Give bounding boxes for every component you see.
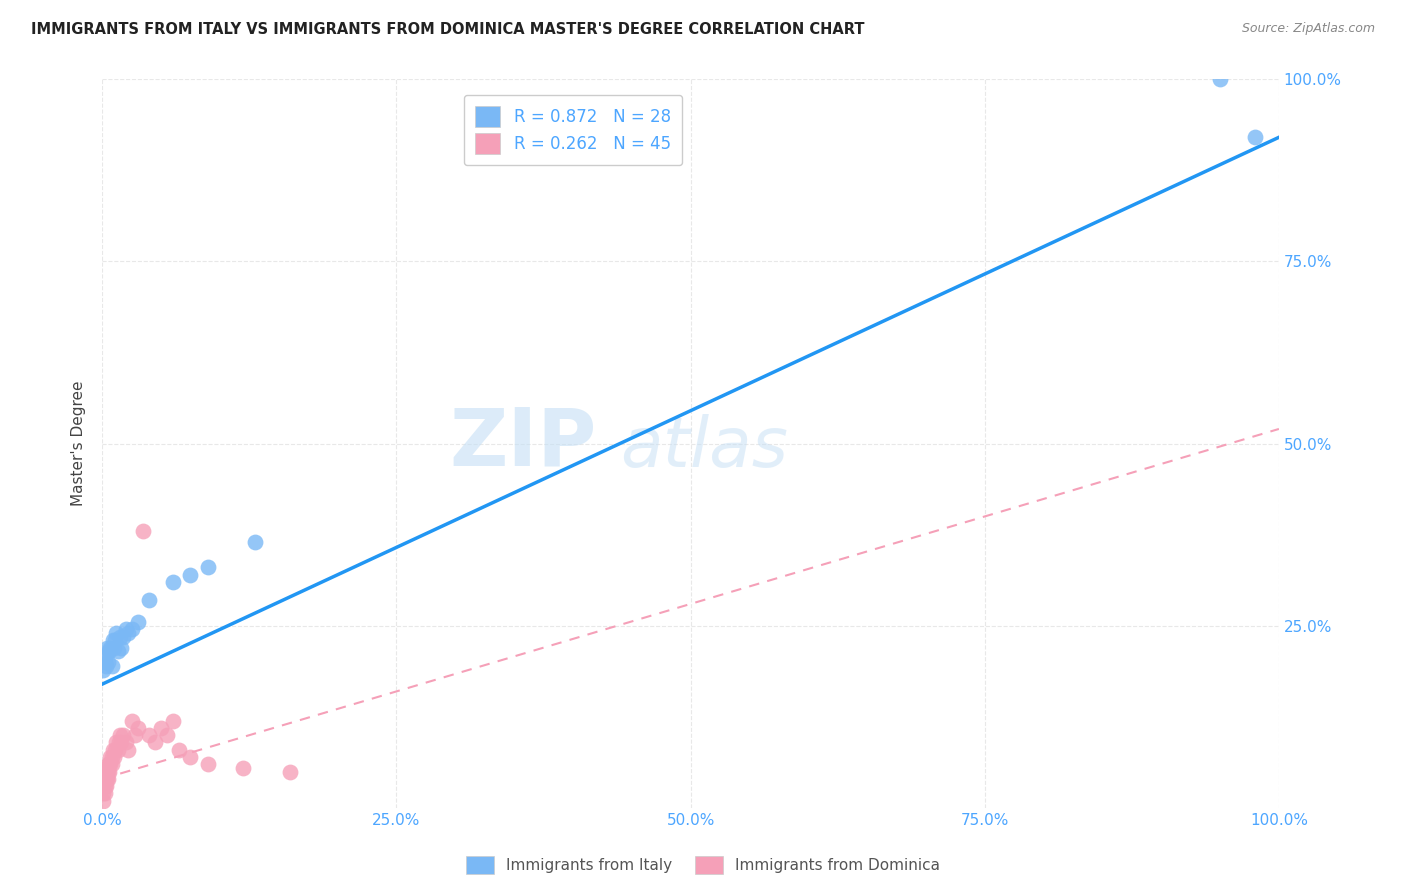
Text: Source: ZipAtlas.com: Source: ZipAtlas.com xyxy=(1241,22,1375,36)
Point xyxy=(114,623,136,637)
Point xyxy=(179,567,201,582)
Point xyxy=(107,743,129,757)
Point xyxy=(100,640,122,655)
Point xyxy=(280,764,302,779)
Point xyxy=(101,633,124,648)
Point xyxy=(97,764,120,779)
Point xyxy=(98,764,121,779)
Point xyxy=(93,787,115,801)
Point xyxy=(104,633,127,648)
Legend: R = 0.872   N = 28, R = 0.262   N = 45: R = 0.872 N = 28, R = 0.262 N = 45 xyxy=(464,95,682,165)
Point xyxy=(121,714,143,728)
Point xyxy=(150,721,173,735)
Point xyxy=(105,626,128,640)
Point xyxy=(93,772,115,786)
Point xyxy=(96,764,118,779)
Point xyxy=(127,615,149,629)
Point xyxy=(94,659,117,673)
Point xyxy=(93,794,115,808)
Point xyxy=(138,593,160,607)
Point xyxy=(100,750,122,764)
Point xyxy=(162,575,184,590)
Point xyxy=(114,735,136,749)
Point xyxy=(117,626,139,640)
Point xyxy=(156,728,179,742)
Point xyxy=(138,728,160,742)
Point xyxy=(108,630,131,644)
Point xyxy=(1209,72,1232,87)
Point xyxy=(100,750,122,764)
Point xyxy=(93,779,115,793)
Point xyxy=(98,644,121,658)
Point xyxy=(127,721,149,735)
Point xyxy=(112,630,135,644)
Point xyxy=(97,757,120,772)
Point xyxy=(110,640,132,655)
Point xyxy=(143,735,166,749)
Point xyxy=(243,535,266,549)
Point xyxy=(1244,130,1267,145)
Y-axis label: Master's Degree: Master's Degree xyxy=(72,381,86,507)
Point xyxy=(94,772,117,786)
Point xyxy=(197,560,219,574)
Point xyxy=(96,640,118,655)
Point xyxy=(124,728,146,742)
Point xyxy=(94,779,117,793)
Point xyxy=(167,743,190,757)
Point xyxy=(100,659,122,673)
Point xyxy=(110,735,132,749)
Point xyxy=(94,764,117,779)
Point xyxy=(93,779,115,793)
Point xyxy=(162,714,184,728)
Point xyxy=(112,728,135,742)
Point xyxy=(107,735,129,749)
Point xyxy=(232,761,254,775)
Point xyxy=(117,743,139,757)
Point xyxy=(93,663,115,677)
Legend: Immigrants from Italy, Immigrants from Dominica: Immigrants from Italy, Immigrants from D… xyxy=(460,850,946,880)
Point xyxy=(100,757,122,772)
Point xyxy=(96,772,118,786)
Point xyxy=(107,644,129,658)
Point xyxy=(105,735,128,749)
Point xyxy=(93,655,115,669)
Text: atlas: atlas xyxy=(620,414,787,481)
Point xyxy=(100,757,122,772)
Point xyxy=(103,750,125,764)
Point xyxy=(97,655,120,669)
Point xyxy=(97,772,120,786)
Point xyxy=(104,743,127,757)
Point xyxy=(98,757,121,772)
Point xyxy=(197,757,219,772)
Text: IMMIGRANTS FROM ITALY VS IMMIGRANTS FROM DOMINICA MASTER'S DEGREE CORRELATION CH: IMMIGRANTS FROM ITALY VS IMMIGRANTS FROM… xyxy=(31,22,865,37)
Text: ZIP: ZIP xyxy=(449,405,596,483)
Point xyxy=(93,787,115,801)
Point xyxy=(108,728,131,742)
Point xyxy=(103,640,125,655)
Point xyxy=(121,623,143,637)
Point xyxy=(101,743,124,757)
Point xyxy=(179,750,201,764)
Point xyxy=(94,648,117,662)
Point xyxy=(132,524,155,538)
